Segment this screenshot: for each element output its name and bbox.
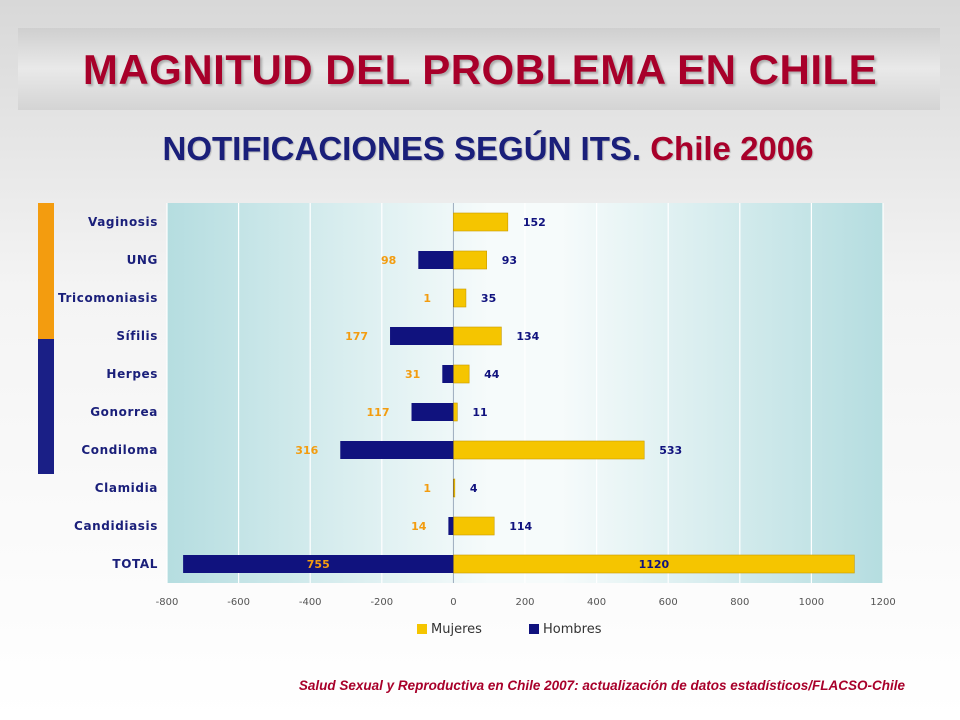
bar-hombres bbox=[442, 365, 454, 383]
bar-mujeres bbox=[453, 478, 456, 498]
data-label-hombres: 117 bbox=[367, 406, 390, 419]
data-label-mujeres: 1120 bbox=[639, 558, 670, 571]
legend-swatch-hombres bbox=[529, 624, 539, 634]
category-label: Tricomoniasis bbox=[58, 291, 158, 305]
page-title: MAGNITUD DEL PROBLEMA EN CHILE bbox=[82, 46, 878, 93]
data-label-hombres: 177 bbox=[345, 330, 368, 343]
data-label-hombres: 316 bbox=[295, 444, 318, 457]
x-tick-label: 400 bbox=[587, 597, 606, 608]
bar-mujeres bbox=[453, 440, 645, 460]
data-label-mujeres: 152 bbox=[523, 216, 546, 229]
data-label-hombres: 1 bbox=[423, 482, 431, 495]
data-label-hombres: 31 bbox=[405, 368, 420, 381]
bar-hombres bbox=[390, 327, 454, 345]
bar-mujeres bbox=[453, 364, 470, 384]
x-tick-label: 600 bbox=[659, 597, 678, 608]
data-label-mujeres: 114 bbox=[509, 520, 532, 533]
category-label: Gonorrea bbox=[90, 405, 158, 419]
category-label: Herpes bbox=[106, 367, 158, 381]
bar-hombres bbox=[411, 403, 454, 421]
x-tick-label: 1000 bbox=[799, 597, 824, 608]
legend-label-hombres: Hombres bbox=[543, 622, 602, 637]
data-label-hombres: 14 bbox=[411, 520, 427, 533]
x-tick-label: -800 bbox=[156, 597, 179, 608]
data-label-mujeres: 11 bbox=[472, 406, 487, 419]
category-label: Sífilis bbox=[116, 329, 158, 343]
chart-subtitle: NOTIFICACIONES SEGÚN ITS. Chile 2006 bbox=[0, 130, 960, 168]
bar-mujeres bbox=[453, 326, 502, 346]
bar-mujeres bbox=[453, 402, 458, 422]
bar-mujeres bbox=[453, 516, 495, 536]
x-tick-label: 200 bbox=[515, 597, 534, 608]
data-label-hombres: 755 bbox=[307, 558, 330, 571]
source-note: Salud Sexual y Reproductiva en Chile 200… bbox=[298, 678, 905, 693]
x-tick-label: 1200 bbox=[870, 597, 895, 608]
x-tick-label: 0 bbox=[450, 597, 456, 608]
data-label-mujeres: 533 bbox=[659, 444, 682, 457]
x-tick-label: 800 bbox=[730, 597, 749, 608]
bar-mujeres bbox=[453, 212, 509, 232]
legend-swatch-mujeres bbox=[417, 624, 427, 634]
x-tick-label: -400 bbox=[299, 597, 322, 608]
data-label-mujeres: 35 bbox=[481, 292, 496, 305]
bar-mujeres bbox=[453, 288, 467, 308]
category-label: TOTAL bbox=[112, 557, 158, 571]
bar-mujeres bbox=[453, 250, 487, 270]
category-label: Clamidia bbox=[95, 481, 158, 495]
bar-hombres bbox=[418, 251, 454, 269]
x-tick-label: -600 bbox=[227, 597, 250, 608]
category-label: Candidiasis bbox=[74, 519, 158, 533]
category-label: UNG bbox=[127, 253, 158, 267]
data-label-hombres: 98 bbox=[381, 254, 396, 267]
bar-hombres bbox=[183, 555, 454, 573]
bar-hombres bbox=[448, 517, 454, 535]
side-accent-blue bbox=[38, 339, 54, 474]
x-tick-label: -200 bbox=[370, 597, 393, 608]
its-bar-chart: Vaginosis 152 UNG 93 98 Tricomoniasis 35 1 Sífil… bbox=[58, 203, 896, 637]
subtitle-main: NOTIFICACIONES SEGÚN ITS. bbox=[162, 130, 642, 167]
legend-label-mujeres: Mujeres bbox=[431, 622, 482, 637]
category-label: Condiloma bbox=[81, 443, 158, 457]
bar-hombres bbox=[340, 441, 454, 459]
data-label-mujeres: 4 bbox=[470, 482, 478, 495]
side-accent-orange bbox=[38, 203, 54, 339]
data-label-mujeres: 93 bbox=[502, 254, 517, 267]
title-banner bbox=[18, 28, 940, 110]
data-label-mujeres: 134 bbox=[516, 330, 539, 343]
data-label-mujeres: 44 bbox=[484, 368, 500, 381]
data-label-hombres: 1 bbox=[423, 292, 431, 305]
subtitle-year: Chile 2006 bbox=[650, 130, 814, 167]
category-label: Vaginosis bbox=[88, 215, 158, 229]
